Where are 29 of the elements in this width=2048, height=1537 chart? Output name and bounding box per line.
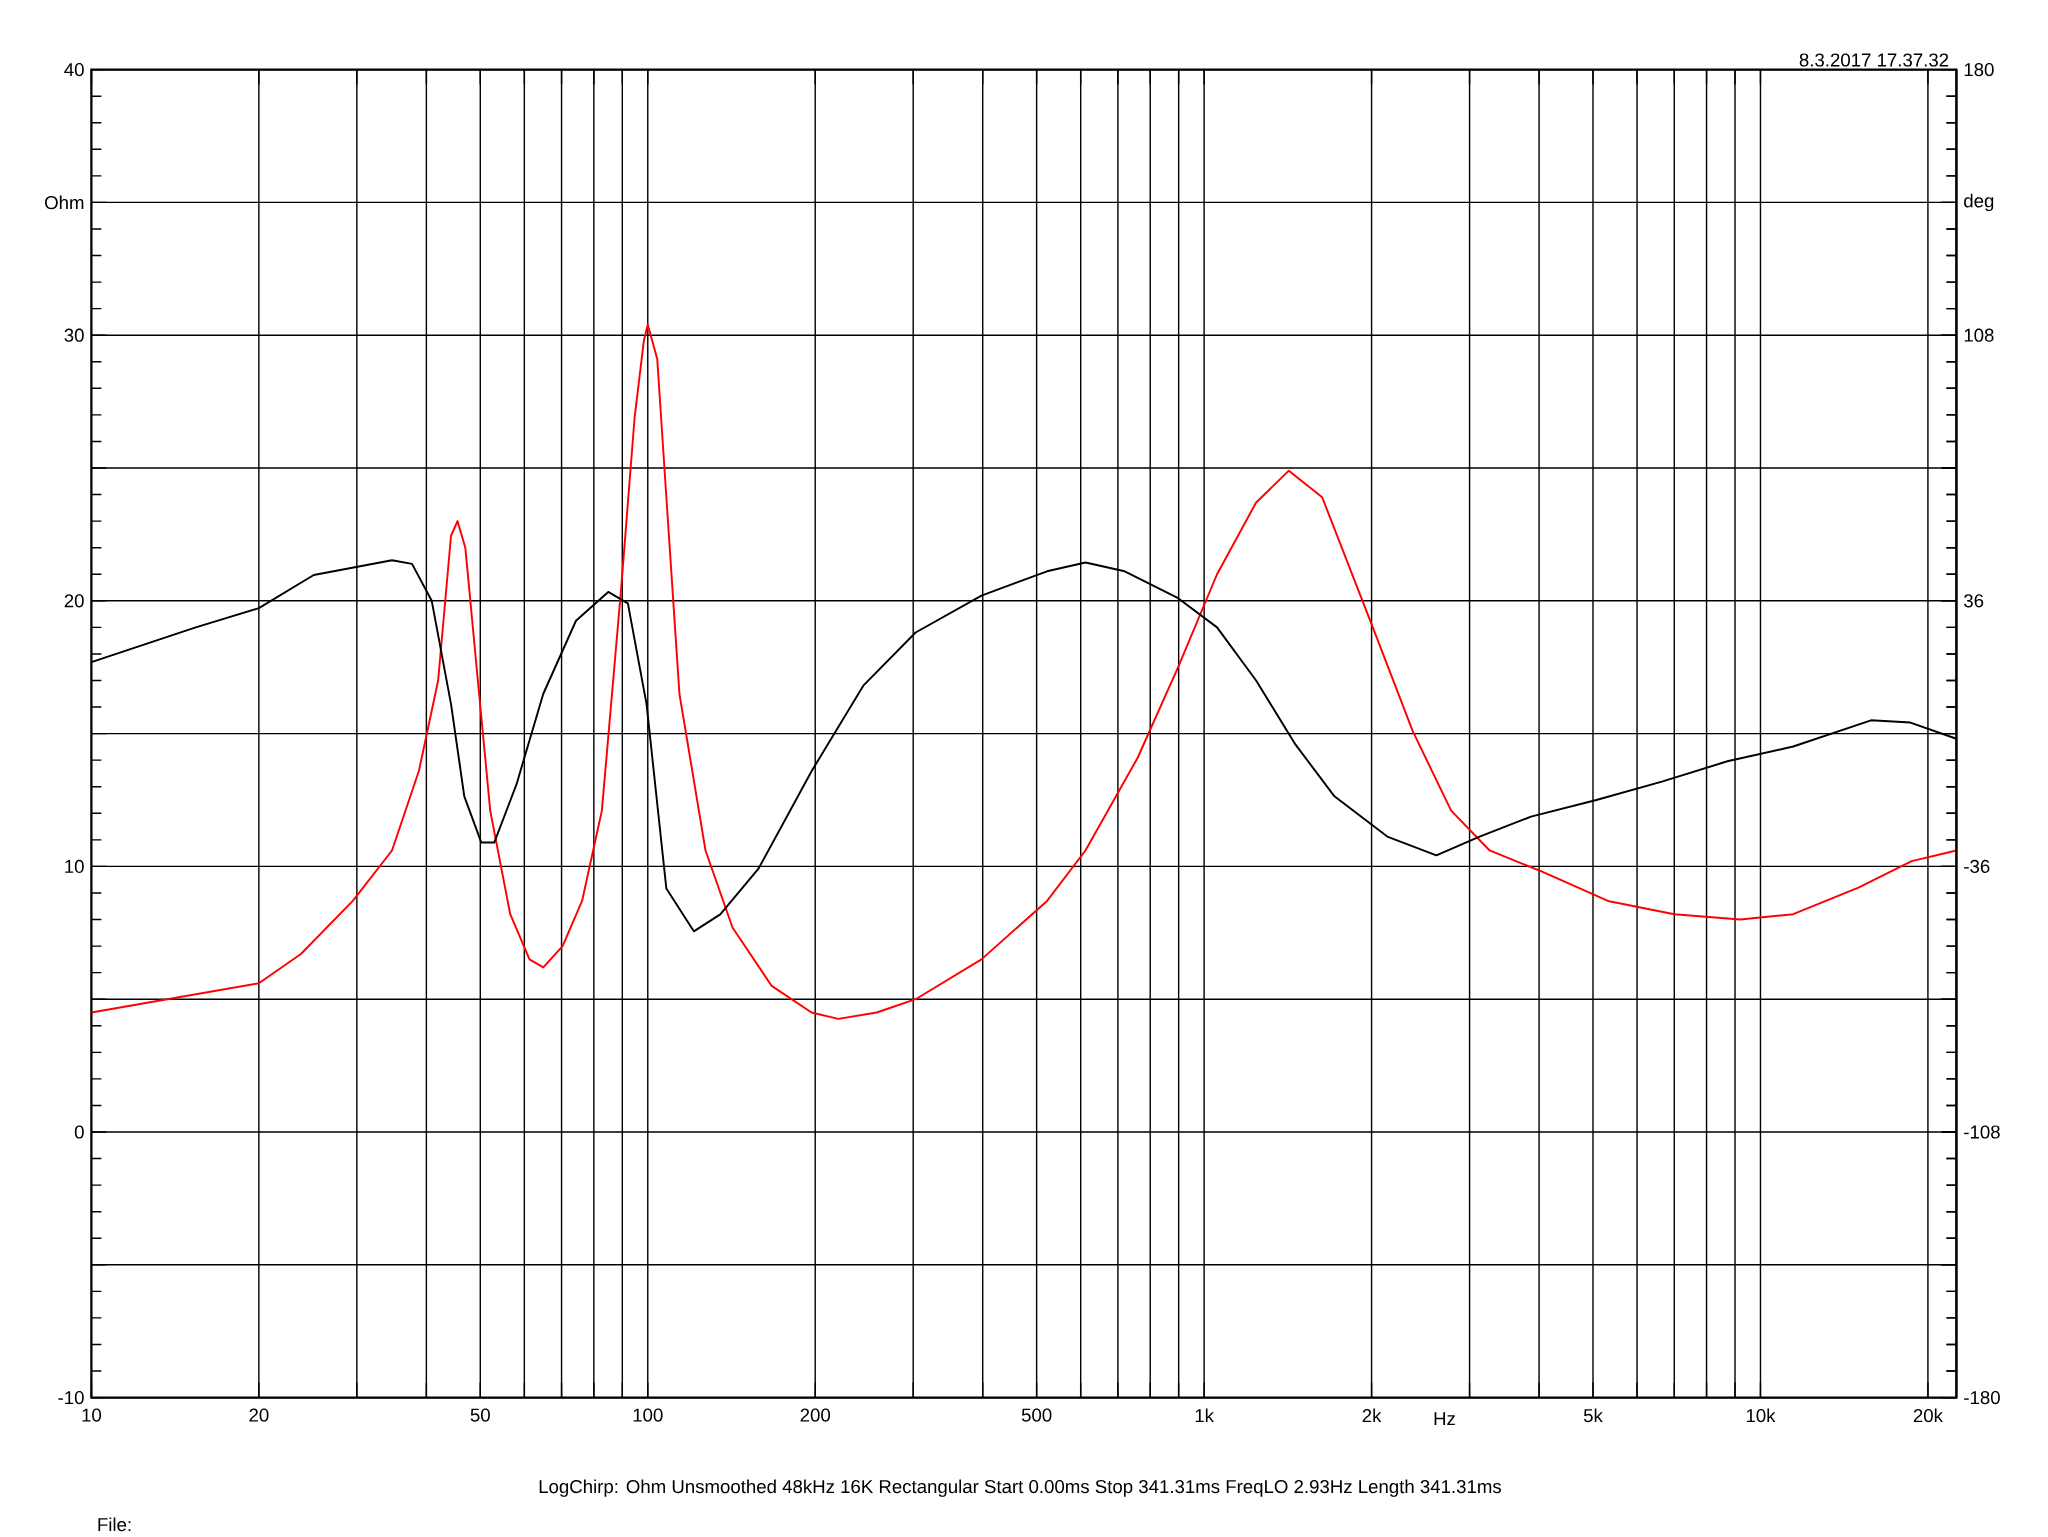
y2-tick-label: -108 xyxy=(1964,1125,2000,1139)
x-tick-label: 20 xyxy=(249,1408,269,1422)
y-tick-label: 20 xyxy=(64,594,84,608)
x-tick-label: 10 xyxy=(82,1408,102,1422)
y-tick-label: -10 xyxy=(58,1390,84,1404)
y-tick-label: 30 xyxy=(64,328,84,342)
text: File: xyxy=(98,1517,131,1531)
y2-tick-label: -180 xyxy=(1964,1390,2000,1404)
y2-tick-label: 36 xyxy=(1964,594,1984,608)
x-tick-label: 200 xyxy=(800,1408,831,1422)
y2-tick-label: 180 xyxy=(1964,62,1994,76)
x-tick-label: 2k xyxy=(1362,1408,1382,1422)
y-tick-label: 10 xyxy=(65,859,84,873)
text: 8.3.2017 17.37.32 xyxy=(1799,53,1949,67)
x-tick-label: 100 xyxy=(633,1408,663,1422)
y2-tick-label: -36 xyxy=(1964,859,1990,873)
y2-tick-label: 108 xyxy=(1964,328,1994,342)
x-tick-label: 50 xyxy=(470,1408,490,1422)
x-tick-label: 10k xyxy=(1746,1408,1776,1422)
x-axis-title: Hz xyxy=(1434,1412,1455,1425)
y2-tick-label: deg xyxy=(1964,193,1994,211)
x-tick-label: 20k xyxy=(1913,1408,1943,1422)
y-tick-label: 40 xyxy=(64,62,84,77)
text: LogChirp: Ohm Unsmoothed 48kHz 16K Rectangular Start 0.00ms Stop 341.31ms FreqLO 2.93Hz Length 341.31ms xyxy=(539,1479,1502,1497)
y-tick-label: 0 xyxy=(74,1125,84,1139)
x-tick-label: 500 xyxy=(1021,1408,1052,1422)
x-tick-label: 1k xyxy=(1195,1408,1214,1422)
y-tick-label: Ohm xyxy=(45,195,84,210)
x-tick-label: 5k xyxy=(1583,1408,1603,1422)
